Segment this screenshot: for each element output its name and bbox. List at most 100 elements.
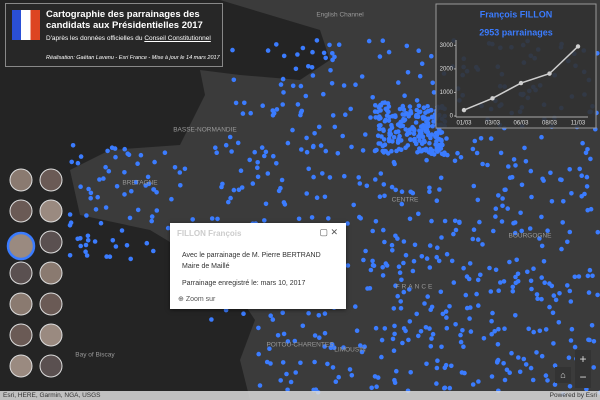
candidate-avatar[interactable] [6,231,36,261]
signature-point [392,331,397,337]
popup-line: Maire de Maillé [182,263,230,270]
signature-point [528,365,534,371]
signature-point [437,127,442,133]
signature-point [381,227,386,233]
candidate-avatar[interactable] [39,292,63,316]
zoom-text: Zoom sur [185,296,216,303]
candidate-avatar[interactable] [39,354,63,378]
popup: FILLON François ▢ ✕ Avec le parrainage d… [170,223,346,309]
signature-point [401,107,407,112]
signature-point [67,223,73,228]
map-label: English Channel [316,12,364,19]
candidate-avatar[interactable] [9,292,33,316]
signature-point [389,184,395,190]
signature-point [317,335,322,341]
signature-point [377,194,383,199]
signature-point [549,199,555,204]
map-label: LIMOUSIN [334,347,366,354]
signature-point [169,196,174,202]
signature-point [494,360,500,365]
signature-point [366,38,372,44]
signature-point [293,370,299,375]
signature-point [495,342,501,347]
zoom-controls[interactable]: + − [575,350,591,388]
link[interactable]: Conseil Constitutionnel [144,35,211,42]
signature-point [577,166,582,172]
signature-point [265,48,271,53]
signature-point [388,131,394,137]
signature-point [248,110,253,116]
signature-point [407,287,412,292]
signature-point [400,103,406,109]
signature-point [84,253,90,258]
signature-point [416,211,421,217]
candidate-avatar[interactable] [39,168,63,192]
popup-close[interactable]: ▢ ✕ [319,227,338,237]
signature-point [369,385,375,391]
signature-point [83,242,89,248]
zoom-button[interactable]: ⊕ Zoom sur [178,296,216,303]
signature-point [78,154,84,159]
signature-point [475,197,481,203]
signature-point [281,331,287,337]
signature-point [363,248,368,254]
signature-point [391,135,397,140]
candidate-avatar[interactable] [39,323,63,347]
signature-point [545,228,550,233]
signature-point [293,66,299,72]
signature-point [419,134,424,139]
signature-point [382,193,387,199]
candidate-avatar[interactable] [39,230,63,254]
signature-point [477,219,482,225]
signature-point [209,216,215,221]
x-tick-label: 08/03 [542,121,558,127]
home-button[interactable]: ⌂ [555,367,571,383]
signature-point [395,138,401,143]
signature-point [541,259,547,264]
signature-point [323,148,329,154]
signature-point [434,139,439,144]
signature-point [418,329,424,334]
signature-point [398,306,404,311]
candidate-avatar[interactable] [9,168,33,192]
signature-point [143,183,148,188]
signature-point [449,258,455,264]
signature-point [255,160,260,165]
signature-point [353,82,358,87]
signature-point [149,214,155,219]
signature-point [330,57,335,63]
signature-point [455,150,460,156]
signature-point [219,184,224,190]
signature-point [190,217,195,222]
signature-point [336,42,342,47]
signature-point [427,326,432,331]
candidate-avatar[interactable] [9,354,33,378]
signature-point [427,140,432,146]
signature-point [489,331,495,337]
signature-point [360,148,366,153]
candidate-avatar[interactable] [9,199,33,223]
signature-point [260,103,266,108]
candidate-avatar[interactable] [39,199,63,223]
signature-point [387,128,393,133]
signature-point [576,274,582,279]
signature-point [295,102,301,107]
candidate-avatar[interactable] [39,261,63,285]
signature-point [567,288,573,294]
candidate-avatar[interactable] [9,261,33,285]
signature-point [323,55,329,61]
signature-point [399,201,405,207]
signature-point [541,178,546,183]
signature-point [227,134,233,140]
signature-point [530,377,536,383]
signature-point [430,80,436,86]
y-tick-label: 2000 [440,66,454,72]
signature-point [401,260,406,266]
signature-point [567,167,572,172]
map-label: FRANCE [396,284,435,291]
candidate-avatar[interactable] [9,323,33,347]
signature-point [391,348,397,354]
signature-point [585,207,590,213]
signature-point [502,377,508,383]
signature-point [377,126,382,132]
